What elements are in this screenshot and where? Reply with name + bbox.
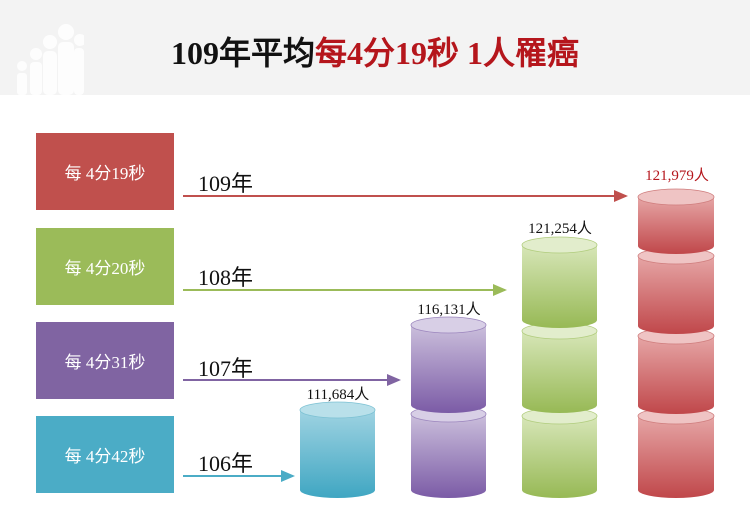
interval-box-108: 每 4分20秒 [36, 228, 174, 305]
year-label-109: 109年 [198, 171, 254, 196]
cylinder-107 [410, 316, 487, 498]
value-label-109: 121,979人 [645, 168, 709, 184]
people-logo-icon [17, 24, 84, 95]
interval-box-109: 每 4分19秒 [36, 133, 174, 210]
page-title: 109年平均每4分19秒 1人罹癌 [0, 28, 750, 74]
year-label-108: 108年 [198, 265, 254, 290]
interval-box-106: 每 4分42秒 [36, 416, 174, 493]
title-prefix: 109年平均 [170, 35, 315, 71]
title-highlight: 每4分19秒 1人罹癌 [315, 35, 580, 71]
interval-box-107: 每 4分31秒 [36, 322, 174, 399]
cylinder-109 [637, 188, 715, 498]
year-label-107: 107年 [198, 356, 254, 381]
year-label-106: 106年 [198, 451, 254, 476]
header-band: 109年平均每4分19秒 1人罹癌 [0, 0, 750, 95]
cylinder-106 [299, 401, 376, 498]
value-label-107: 116,131人 [417, 302, 481, 318]
cylinder-108 [521, 236, 598, 498]
value-label-106: 111,684人 [306, 387, 370, 403]
value-label-108: 121,254人 [528, 221, 592, 237]
